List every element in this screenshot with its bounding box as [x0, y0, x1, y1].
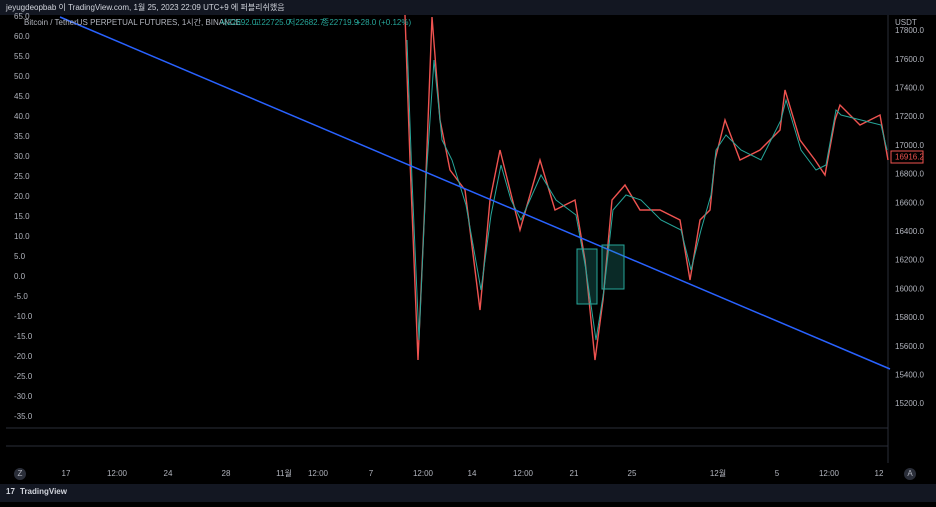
- time-tick-label: 12:00: [413, 469, 434, 478]
- right-tick-label: 17200.0: [895, 112, 924, 121]
- right-tick-label: 17800.0: [895, 26, 924, 35]
- left-tick-label: -5.0: [14, 292, 28, 301]
- price-label: 16916.2: [895, 153, 924, 162]
- price-trace-up: [406, 39, 888, 341]
- price-trace-down: [404, 14, 889, 361]
- left-tick-label: 50.0: [14, 72, 30, 81]
- left-tick-label: 30.0: [14, 152, 30, 161]
- left-tick-label: 35.0: [14, 132, 30, 141]
- left-tick-label: 20.0: [14, 192, 30, 201]
- time-tick-label: 14: [468, 469, 477, 478]
- left-tick-label: 45.0: [14, 92, 30, 101]
- right-tick-label: 17400.0: [895, 84, 924, 93]
- time-tick-label: 12:00: [107, 469, 128, 478]
- right-tick-label: 16400.0: [895, 227, 924, 236]
- left-tick-label: -30.0: [14, 392, 33, 401]
- legend-high: 고22725.0: [254, 18, 291, 27]
- right-button[interactable]: A: [907, 469, 913, 478]
- legend-low: 저22682.7: [288, 18, 325, 27]
- footer-bar: [0, 484, 936, 502]
- time-tick-label: 7: [369, 469, 374, 478]
- right-tick-label: 16000.0: [895, 284, 924, 293]
- time-tick-label: 12:00: [308, 469, 329, 478]
- time-tick-label: 12: [875, 469, 884, 478]
- right-tick-label: 15800.0: [895, 313, 924, 322]
- legend-close: 종22719.9: [322, 18, 359, 27]
- right-tick-label: 15200.0: [895, 399, 924, 408]
- left-button[interactable]: Z: [18, 469, 23, 478]
- left-tick-label: 25.0: [14, 172, 30, 181]
- left-tick-label: 10.0: [14, 232, 30, 241]
- left-tick-label: -15.0: [14, 332, 33, 341]
- right-tick-label: 16200.0: [895, 256, 924, 265]
- time-tick-label: 11월: [276, 468, 292, 478]
- price-label-box: [890, 150, 924, 164]
- brand: TradingView: [20, 487, 68, 496]
- time-tick-label: 17: [62, 469, 71, 478]
- trend-line: [59, 16, 891, 370]
- top-bar: [0, 0, 936, 15]
- box-annotation: [576, 248, 598, 305]
- left-tick-label: -35.0: [14, 412, 33, 421]
- left-tick-label: 55.0: [14, 52, 30, 61]
- left-tick-label: 5.0: [14, 252, 26, 261]
- time-tick-label: 25: [628, 469, 637, 478]
- left-tick-label: 15.0: [14, 212, 30, 221]
- right-tick-label: 16800.0: [895, 170, 924, 179]
- time-tick-label: 12:00: [819, 469, 840, 478]
- legend-open: 시22692.0: [220, 18, 257, 27]
- right-tick-label: 17600.0: [895, 55, 924, 64]
- right-tick-label: 17000.0: [895, 141, 924, 150]
- right-tick-label: 15600.0: [895, 342, 924, 351]
- time-tick-label: 21: [570, 469, 579, 478]
- time-tick-label: 5: [775, 469, 780, 478]
- left-tick-label: -20.0: [14, 352, 33, 361]
- legend-symbol: Bitcoin / TetherUS PERPETUAL FUTURES, 1시…: [24, 17, 241, 27]
- box-annotation: [601, 244, 625, 290]
- publish-text: jeyugdeopbab 이 TradingView.com, 1월 25, 2…: [5, 2, 285, 12]
- left-tick-label: -25.0: [14, 372, 33, 381]
- right-tick-label: 15400.0: [895, 371, 924, 380]
- right-tick-label: 16600.0: [895, 198, 924, 207]
- left-tick-label: 60.0: [14, 32, 30, 41]
- time-tick-label: 12:00: [513, 469, 534, 478]
- legend-change: +28.0 (+0.12%): [356, 18, 411, 27]
- time-tick-label: 24: [164, 469, 173, 478]
- time-tick-label: 12월: [710, 468, 726, 478]
- time-tick-label: 28: [222, 469, 231, 478]
- brand-logo: 17: [6, 487, 15, 496]
- left-tick-label: 0.0: [14, 272, 26, 281]
- button[interactable]: [904, 468, 916, 480]
- left-tick-label: -10.0: [14, 312, 33, 321]
- left-tick-label: 65.0: [14, 12, 30, 21]
- left-tick-label: 40.0: [14, 112, 30, 121]
- button[interactable]: [14, 468, 26, 480]
- price-unit: USDT: [895, 18, 917, 27]
